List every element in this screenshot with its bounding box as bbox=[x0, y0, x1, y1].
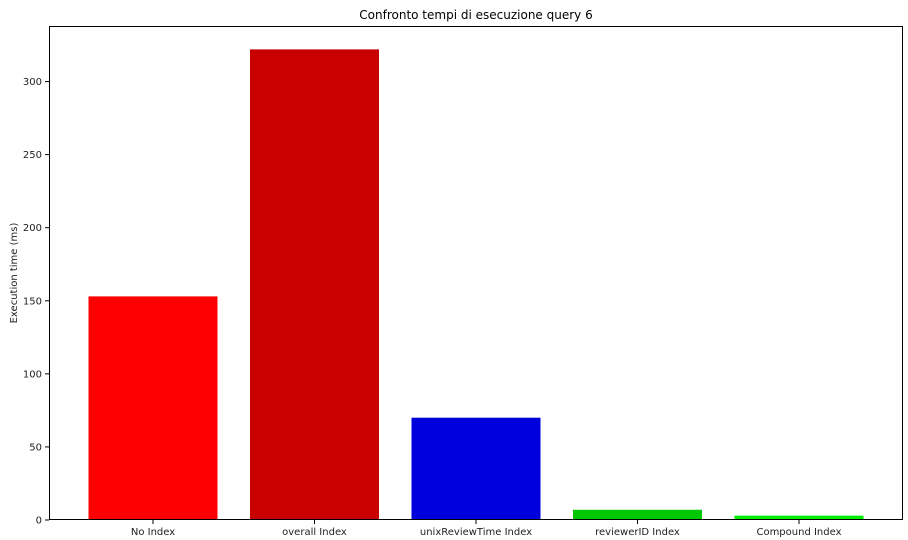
y-tick-label: 0 bbox=[36, 516, 42, 527]
x-tick-label: No Index bbox=[131, 527, 175, 538]
bar-reviewerid-index bbox=[573, 509, 702, 520]
y-tick-label: 100 bbox=[23, 369, 42, 380]
y-tick-label: 50 bbox=[29, 442, 42, 453]
y-tick-label: 150 bbox=[23, 296, 42, 307]
x-tick-label: unixReviewTime Index bbox=[420, 527, 532, 538]
bar-unixreviewtime-index bbox=[411, 417, 541, 520]
y-tick-label: 200 bbox=[23, 223, 42, 234]
bar-compound-index bbox=[734, 515, 864, 520]
y-axis-label: Execution time (ms) bbox=[9, 223, 20, 324]
bar-no-index bbox=[88, 296, 218, 520]
y-tick-label: 250 bbox=[23, 150, 42, 161]
bars-group bbox=[88, 49, 864, 521]
y-axis-ticks: 0 50 100 150 200 250 300 bbox=[23, 77, 49, 527]
x-tick-label: Compound Index bbox=[756, 527, 841, 538]
chart-title: Confronto tempi di esecuzione query 6 bbox=[359, 8, 592, 22]
y-tick-label: 300 bbox=[23, 77, 42, 88]
plot-frame bbox=[49, 26, 903, 520]
x-tick-label: overall Index bbox=[282, 527, 347, 538]
x-axis-ticks: No Index overall Index unixReviewTime Inde… bbox=[131, 520, 842, 538]
x-tick-label: reviewerID Index bbox=[595, 527, 680, 538]
bar-overall-index bbox=[250, 49, 379, 521]
